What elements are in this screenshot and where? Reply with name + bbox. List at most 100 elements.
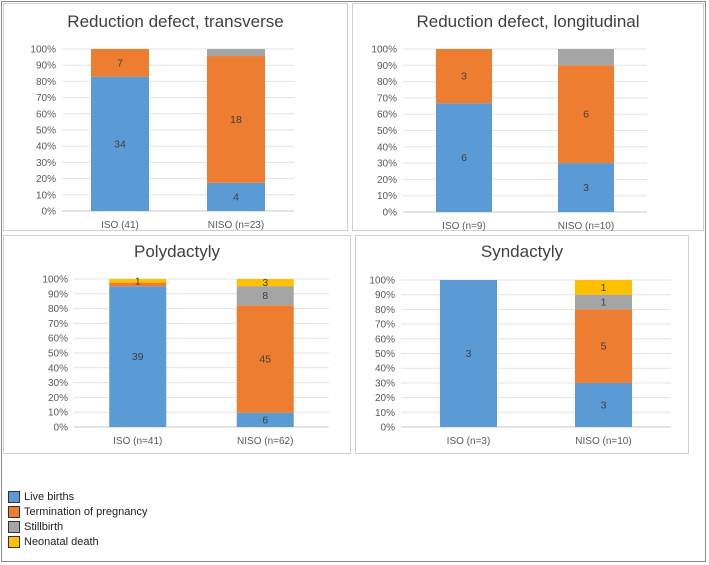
- bar-segment: [558, 49, 614, 66]
- x-category-label: ISO (n=41): [113, 436, 162, 447]
- y-tick-label: 90%: [375, 290, 395, 301]
- legend-swatch: [8, 505, 20, 518]
- bar-segment: [575, 294, 632, 310]
- bar-segment: [236, 286, 294, 306]
- y-tick-label: 40%: [36, 142, 56, 153]
- legend-swatch: [8, 535, 20, 548]
- chart-panel-syndactyly: Syndactyly 0% 10% 20% 30% 40% 50% 60% 70% 80% 90%…: [355, 235, 689, 454]
- y-tick-label: 30%: [48, 378, 68, 389]
- y-tick-label: 90%: [377, 61, 397, 72]
- data-label: 8: [262, 290, 268, 302]
- y-tick-label: 80%: [377, 77, 397, 88]
- bar-segment: [575, 382, 632, 427]
- legend-label: Termination of pregnancy: [24, 505, 148, 518]
- y-tick-label: 100%: [30, 45, 56, 56]
- chart-panel-transverse: Reduction defect, transverse 0% 10% 20% 30%…: [3, 3, 348, 231]
- y-tick-label: 40%: [377, 142, 397, 153]
- y-tick-label: 50%: [36, 126, 56, 137]
- y-tick-label: 30%: [36, 158, 56, 169]
- bar-segment: [91, 49, 149, 77]
- y-tick-label: 100%: [42, 275, 68, 286]
- data-label: 5: [601, 341, 607, 353]
- chart-svg: 0% 10% 20% 30% 40% 50% 60% 70% 80% 90% 100% 3 ISO (n…: [369, 276, 671, 447]
- legend: Live births Termination of pregnancy Sti…: [8, 489, 148, 549]
- bar-segment: [575, 309, 632, 383]
- y-tick-label: 10%: [375, 408, 395, 419]
- chart-title: Reduction defect, transverse: [67, 12, 284, 31]
- y-tick-label: 90%: [48, 289, 68, 300]
- data-label: 1: [135, 275, 141, 287]
- y-tick-label: 70%: [48, 319, 68, 330]
- y-tick-label: 60%: [377, 110, 397, 121]
- y-tick-label: 100%: [369, 276, 395, 287]
- legend-item-termination: Termination of pregnancy: [8, 504, 148, 519]
- bar-segment: [558, 65, 614, 164]
- chart-svg: 0% 10% 20% 30% 40% 50% 60% 70% 80% 90% 100% 6 3 ISO (…: [371, 45, 647, 232]
- data-label: 6: [262, 414, 268, 426]
- y-tick-label: 20%: [36, 174, 56, 185]
- x-category-label: NISO (n=23): [208, 220, 264, 231]
- bar-segment: [436, 103, 492, 212]
- data-label: 3: [466, 348, 472, 360]
- y-tick-label: 70%: [36, 93, 56, 104]
- bar-segment: [575, 280, 632, 295]
- y-tick-label: 80%: [36, 77, 56, 88]
- x-category-label: NISO (n=10): [558, 221, 614, 232]
- y-tick-label: 70%: [375, 320, 395, 331]
- legend-item-live-births: Live births: [8, 489, 148, 504]
- y-tick-label: 80%: [375, 305, 395, 316]
- data-label: 3: [262, 277, 268, 289]
- x-category-label: NISO (n=62): [237, 436, 293, 447]
- legend-label: Stillbirth: [24, 520, 64, 533]
- chart-svg: 0% 10% 20% 30% 40% 50% 60% 70% 80% 90% 100% 34 7 ISO …: [30, 45, 294, 231]
- bar-segment: [109, 286, 167, 427]
- bar-segment: [207, 49, 265, 57]
- y-tick-label: 10%: [36, 190, 56, 201]
- bar-segment: [440, 280, 497, 427]
- y-tick-label: 30%: [375, 378, 395, 389]
- data-label: 3: [461, 71, 467, 83]
- chart-title: Polydactyly: [134, 242, 220, 261]
- y-tick-label: 40%: [375, 364, 395, 375]
- chart-panel-polydactyly: Polydactyly 0% 10% 20% 30% 40% 50% 60% 70% 80% 90…: [3, 235, 351, 454]
- data-label: 3: [601, 399, 607, 411]
- bar-segment: [436, 49, 492, 104]
- data-label: 4: [233, 191, 239, 203]
- bar-segment: [91, 76, 149, 211]
- y-tick-label: 10%: [377, 191, 397, 202]
- data-label: 45: [259, 353, 271, 365]
- y-tick-label: 50%: [377, 126, 397, 137]
- y-tick-label: 90%: [36, 61, 56, 72]
- chart-title: Syndactyly: [480, 242, 564, 261]
- chart-panel-longitudinal: Reduction defect, longitudinal 0% 10% 20% 3…: [352, 3, 704, 232]
- legend-label: Live births: [24, 490, 75, 503]
- x-category-label: ISO (n=3): [447, 436, 491, 447]
- data-label: 6: [583, 109, 589, 121]
- y-tick-label: 50%: [48, 349, 68, 360]
- data-label: 1: [601, 297, 607, 309]
- legend-item-stillbirth: Stillbirth: [8, 519, 148, 534]
- y-tick-label: 30%: [377, 159, 397, 170]
- bar-segment: [207, 56, 265, 183]
- y-tick-label: 20%: [48, 393, 68, 404]
- data-label: 7: [117, 57, 123, 69]
- x-category-label: ISO (n=9): [442, 221, 486, 232]
- y-tick-label: 50%: [375, 349, 395, 360]
- bar-segment: [558, 163, 614, 212]
- y-tick-label: 80%: [48, 304, 68, 315]
- x-category-label: ISO (41): [101, 220, 139, 231]
- y-tick-label: 60%: [48, 334, 68, 345]
- y-tick-label: 0%: [383, 208, 398, 219]
- y-tick-label: 10%: [48, 408, 68, 419]
- bar-segment: [236, 305, 294, 413]
- data-label: 34: [114, 138, 126, 150]
- bar-segment: [236, 279, 294, 287]
- bar-segment: [236, 412, 294, 427]
- chart-svg: 0% 10% 20% 30% 40% 50% 60% 70% 80% 90% 100% 39 1 ISO …: [42, 275, 329, 447]
- x-category-label: NISO (n=10): [575, 436, 631, 447]
- data-label: 3: [583, 182, 589, 194]
- y-tick-label: 0%: [54, 423, 69, 434]
- y-tick-label: 0%: [42, 207, 57, 218]
- y-tick-label: 70%: [377, 93, 397, 104]
